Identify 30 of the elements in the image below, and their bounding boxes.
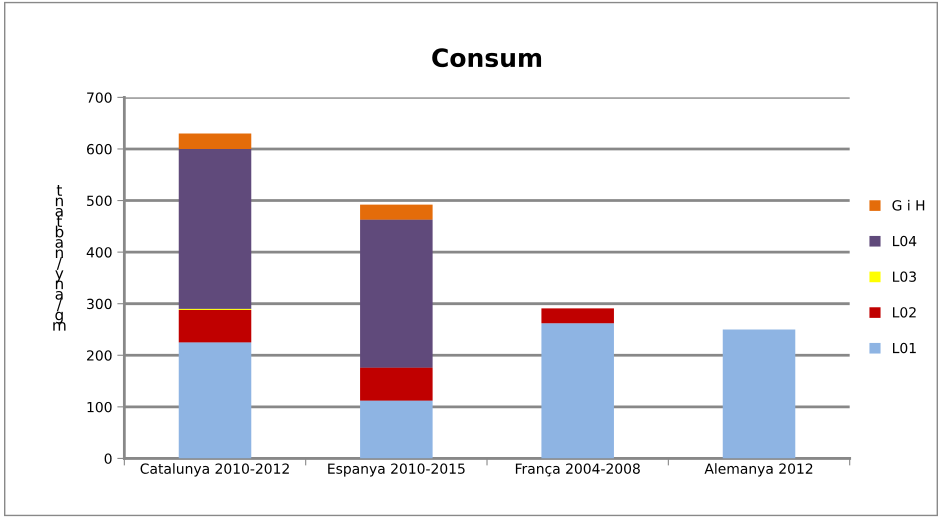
bar: [178, 342, 252, 458]
legend-label: G i H: [892, 200, 924, 211]
legend-label: L03: [893, 271, 916, 282]
x-tick-label: Catalunya 2010-2012: [140, 463, 289, 477]
y-tick-label: 100: [88, 402, 112, 412]
y-tick-label: 700: [87, 92, 112, 103]
bar: [178, 133, 252, 149]
y-tick-label: 400: [86, 247, 112, 258]
x-tick-label: Espanya 2010-2015: [328, 463, 465, 477]
legend-label: L01: [893, 342, 916, 354]
bar: [360, 400, 433, 458]
bar: [360, 368, 433, 401]
y-tick-label: 600: [87, 144, 112, 154]
y-tick-label: 500: [87, 196, 112, 206]
x-tick-label: França 2004-2008: [516, 463, 640, 476]
y-tick-label: 200: [87, 350, 112, 361]
bar: [360, 220, 433, 368]
bar: [541, 323, 614, 458]
legend-label: L02: [893, 307, 916, 318]
legend-label: L04: [893, 236, 916, 246]
y-tick-label: 0: [104, 453, 112, 464]
bar: [178, 148, 252, 309]
y-tick-label: 300: [87, 298, 112, 310]
bar: [360, 204, 433, 220]
x-tick-label: Alemanya 2012: [704, 463, 812, 477]
bar: [722, 329, 796, 458]
bar: [541, 308, 614, 324]
chart-title: Consum: [432, 48, 542, 68]
text: tnatban/yna/gm: [53, 185, 66, 331]
bar: [178, 310, 252, 342]
